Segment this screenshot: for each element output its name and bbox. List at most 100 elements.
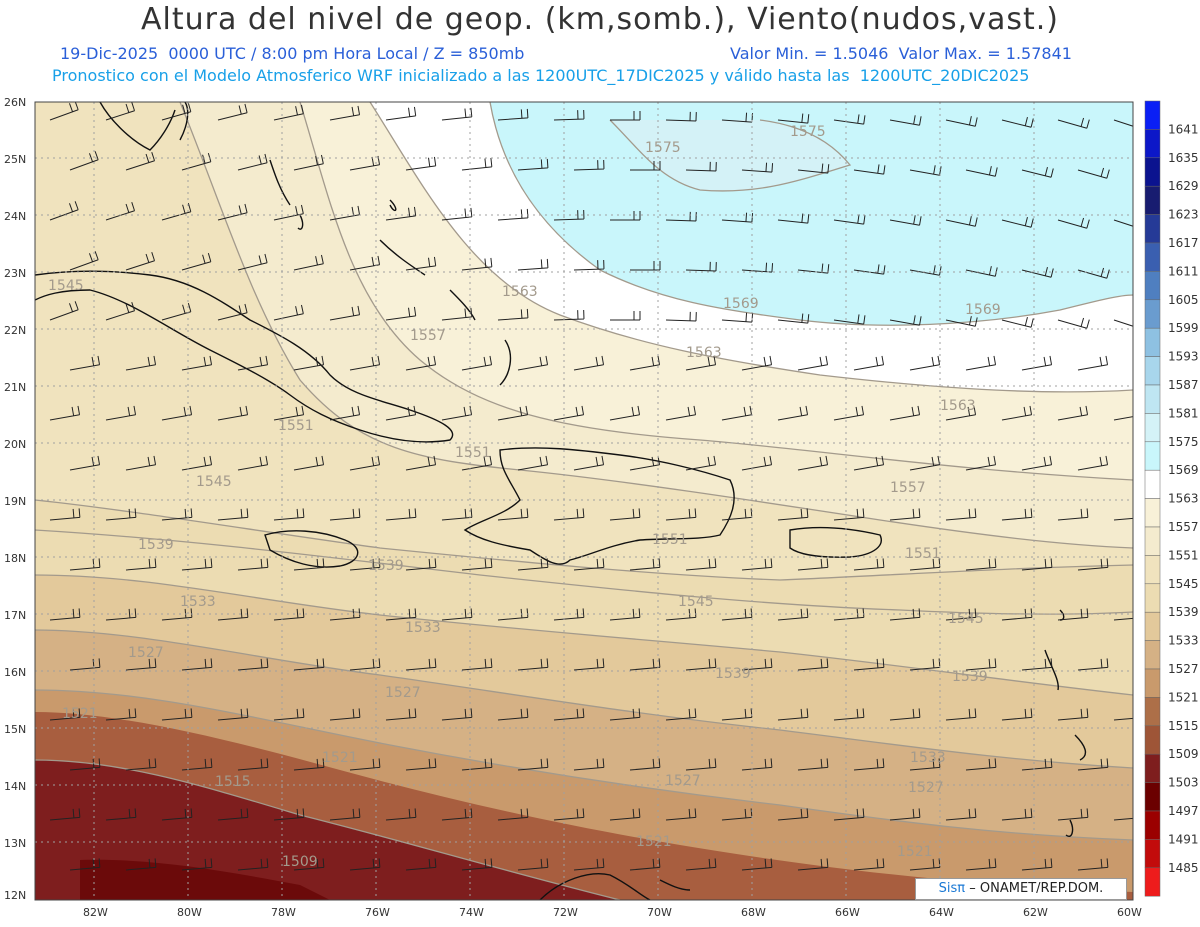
colorbar-label: 1611	[1168, 264, 1199, 278]
wind-barb	[181, 455, 213, 471]
colorbar-swatch	[1144, 668, 1161, 698]
wind-barb	[965, 558, 997, 571]
wind-barb	[741, 758, 773, 771]
credit-box: Sisπ – ONAMET/REP.DOM.	[915, 878, 1127, 900]
wind-barb	[909, 355, 941, 371]
wind-barb	[833, 314, 866, 325]
wind-barb	[385, 808, 417, 821]
wind-barb	[965, 858, 997, 871]
wind-barb	[629, 758, 661, 771]
wind-barb	[405, 355, 437, 371]
colorbar-swatch	[1144, 753, 1161, 783]
wind-barb	[461, 355, 493, 371]
wind-barb	[777, 313, 810, 324]
wind-barb	[349, 455, 381, 471]
wind-barb	[237, 658, 269, 671]
wind-barb	[441, 708, 473, 721]
colorbar-swatch	[1144, 640, 1161, 670]
wind-barb	[1001, 116, 1034, 128]
wind-barb	[721, 405, 753, 421]
lon-label: 76W	[365, 906, 390, 919]
wind-barb	[405, 455, 437, 471]
wind-barb	[610, 211, 641, 221]
wind-barb	[1021, 266, 1054, 278]
wind-barb	[237, 355, 269, 371]
wind-barb	[217, 103, 248, 121]
wind-barb	[125, 758, 157, 771]
wind-barb	[833, 214, 866, 225]
wind-barb	[441, 107, 473, 121]
colorbar-swatch	[1144, 469, 1161, 499]
wind-barb	[349, 758, 381, 771]
band-1575	[610, 120, 850, 191]
wind-barb	[609, 808, 641, 821]
wind-barb	[125, 658, 157, 671]
wind-barb	[721, 808, 753, 821]
colorbar-label: 1563	[1168, 492, 1199, 506]
wind-barb	[553, 309, 585, 321]
wind-barb	[665, 808, 697, 821]
wind-barb	[497, 708, 529, 721]
wind-barb	[777, 213, 810, 224]
colorbar-swatch	[1144, 867, 1161, 897]
wind-barb	[105, 608, 137, 621]
wind-barb	[1113, 319, 1133, 327]
contour-label: 1551	[278, 418, 314, 434]
contour-line	[35, 499, 1133, 581]
contour-line	[299, 102, 1133, 481]
contour-label: 1563	[940, 398, 976, 414]
wind-barb	[69, 355, 101, 371]
wind-barb	[777, 808, 809, 821]
wind-barb	[1021, 758, 1053, 771]
wind-barb	[349, 658, 381, 671]
wind-barb	[161, 102, 192, 121]
wind-barb	[797, 758, 829, 771]
wind-barb	[1057, 217, 1090, 229]
wind-barb	[833, 608, 865, 621]
wind-barb	[461, 858, 493, 871]
lat-label: 22N	[4, 324, 26, 337]
wind-barb	[517, 455, 549, 471]
wind-barb	[1057, 317, 1090, 329]
wind-barb	[105, 102, 136, 121]
contour-line	[35, 629, 1133, 769]
wind-barb	[909, 165, 942, 176]
wind-barb	[610, 111, 641, 121]
wind-barb	[630, 161, 661, 171]
wind-barb	[405, 558, 437, 571]
colorbar-swatch	[1144, 839, 1161, 869]
cuba-coast	[35, 270, 454, 443]
wind-barb	[685, 261, 717, 272]
lat-label: 13N	[4, 837, 26, 850]
wind-barb	[217, 808, 249, 821]
wind-barb	[889, 115, 922, 126]
wind-barb	[889, 215, 922, 226]
lon-label: 70W	[647, 906, 672, 919]
wind-barb	[161, 608, 193, 621]
wind-barb	[665, 608, 697, 621]
wind-barb	[1021, 455, 1053, 471]
wind-barb	[685, 658, 717, 671]
wind-barb	[497, 808, 529, 821]
wind-barb	[385, 508, 417, 521]
contour-label: 1527	[908, 780, 944, 796]
wind-barb	[629, 355, 661, 371]
wind-barb	[777, 508, 809, 521]
contour-line	[369, 102, 1133, 393]
wind-barb	[293, 254, 324, 271]
wind-barb	[461, 758, 493, 771]
wind-barb	[49, 405, 81, 421]
colorbar-label: 1497	[1168, 804, 1199, 818]
contour-label: 1551	[905, 546, 941, 562]
colorbar-swatch	[1144, 611, 1161, 641]
wind-barb	[181, 758, 213, 771]
wind-barb	[517, 558, 549, 571]
wind-barb	[125, 355, 157, 371]
wind-barb	[441, 808, 473, 821]
wind-barb	[293, 658, 325, 671]
wind-barb	[237, 558, 269, 571]
wind-barb	[609, 508, 641, 521]
wind-barb	[553, 608, 585, 621]
band-1503	[80, 859, 330, 900]
wind-barb	[573, 455, 605, 471]
